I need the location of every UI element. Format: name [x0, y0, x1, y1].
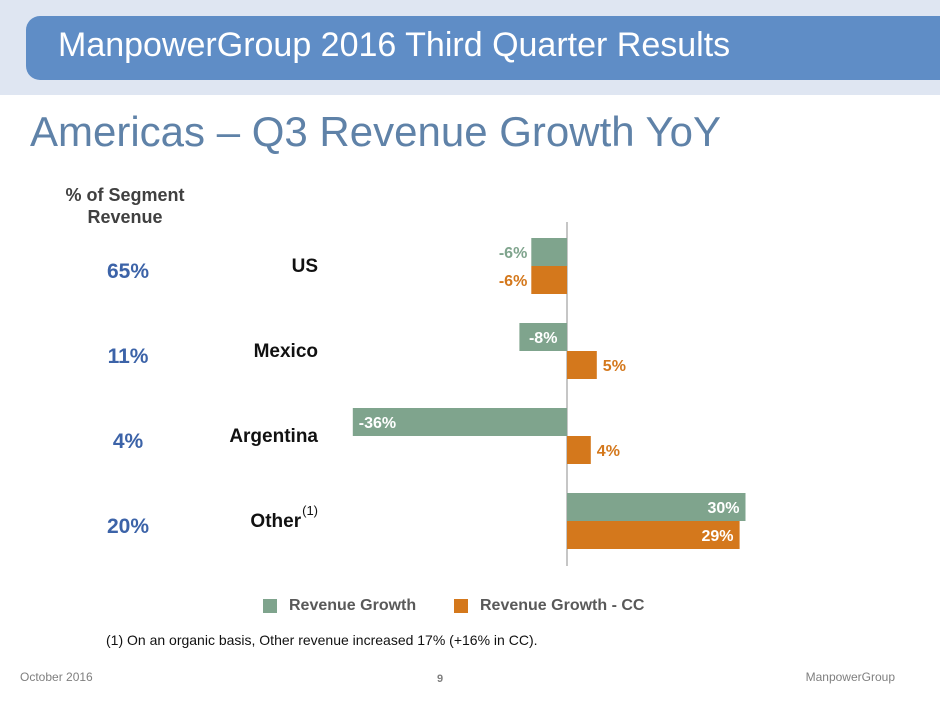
- legend-swatch-revenue-growth: [263, 599, 277, 613]
- legend-revenue-growth: Revenue Growth: [263, 596, 416, 616]
- category-name: US: [291, 256, 318, 277]
- footer-date: October 2016: [20, 670, 93, 684]
- segment-share-mexico: 11%: [107, 345, 149, 368]
- data-label-revenue-growth-cc-other: 29%: [701, 528, 733, 545]
- segment-share-argentina: 4%: [112, 430, 144, 453]
- segment-share-other: 20%: [106, 515, 150, 538]
- bar-revenue-growth-other: [567, 493, 746, 521]
- banner-title: ManpowerGroup 2016 Third Quarter Results: [58, 26, 731, 64]
- legend-label: Revenue Growth - CC: [480, 597, 645, 614]
- category-label-other: Other(1): [250, 503, 318, 533]
- bar-revenue-growth-us: [531, 238, 567, 266]
- segment-share-us: 65%: [106, 260, 150, 283]
- bar-revenue-growth-argentina: [352, 408, 567, 436]
- category-label-mexico: Mexico: [254, 341, 318, 363]
- legend-revenue-growth-cc: Revenue Growth - CC: [454, 596, 644, 616]
- bar-revenue-growth-cc-mexico: [567, 351, 597, 379]
- page-number: 9: [436, 673, 444, 685]
- data-label-revenue-growth-mexico: -8%: [529, 330, 557, 347]
- segment-share-header: % of Segment Revenue: [65, 185, 185, 227]
- footer-company: ManpowerGroup: [805, 670, 895, 684]
- slide-title: Americas – Q3 Revenue Growth YoY: [30, 108, 722, 155]
- data-label-revenue-growth-other: 30%: [707, 500, 739, 517]
- data-label-revenue-growth-argentina: -36%: [359, 415, 396, 432]
- data-label-revenue-growth-cc-us: -6%: [499, 273, 527, 290]
- data-label-revenue-growth-cc-mexico: 5%: [603, 358, 626, 375]
- bar-revenue-growth-cc-argentina: [567, 436, 591, 464]
- category-label-us: US: [292, 256, 318, 278]
- footnote: (1) On an organic basis, Other revenue i…: [106, 632, 538, 648]
- footnote-marker: (1): [302, 503, 318, 518]
- bar-revenue-growth-cc-us: [531, 266, 567, 294]
- bar-revenue-growth-mexico: [519, 323, 567, 351]
- category-label-argentina: Argentina: [229, 426, 318, 448]
- data-label-revenue-growth-us: -6%: [499, 245, 527, 262]
- title-banner: ManpowerGroup 2016 Third Quarter Results: [26, 16, 940, 80]
- category-name: Argentina: [229, 426, 318, 447]
- category-name: Other: [250, 511, 302, 532]
- bar-revenue-growth-cc-other: [567, 521, 740, 549]
- legend-swatch-revenue-growth-cc: [454, 599, 468, 613]
- data-label-revenue-growth-cc-argentina: 4%: [597, 443, 620, 460]
- legend-label: Revenue Growth: [289, 597, 417, 614]
- category-name: Mexico: [253, 341, 318, 362]
